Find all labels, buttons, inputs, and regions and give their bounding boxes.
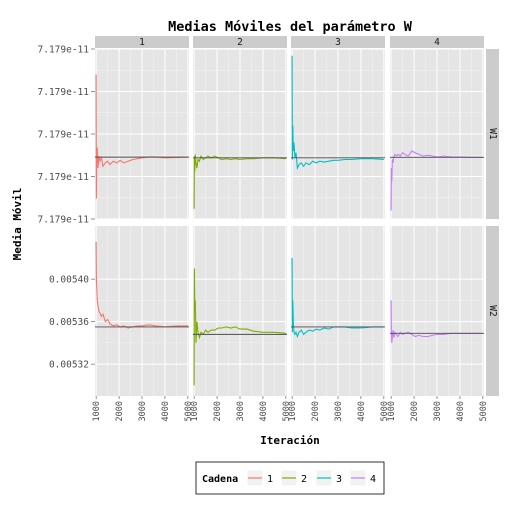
x-axis-title: Iteración: [260, 434, 320, 447]
x-tick-label: 4000: [456, 401, 466, 421]
x-tick-label: 2000: [213, 401, 223, 421]
x-tick-label: 4000: [259, 401, 269, 421]
panel-W1-1: [95, 48, 189, 220]
y-tick-label: 7.179e-11: [38, 87, 90, 98]
x-tick-label: 3000: [138, 401, 148, 421]
strip-label-row: W1: [487, 128, 498, 140]
x-tick-label: 2000: [410, 401, 420, 421]
legend-label-1: 1: [267, 474, 273, 485]
panel-W1-3: [291, 48, 385, 220]
panel-W1-4: [390, 48, 484, 220]
x-tick-label: 5000: [184, 401, 194, 421]
y-tick-label: 7.179e-11: [38, 215, 90, 226]
y-tick-label: 0.00540: [49, 275, 89, 286]
x-tick-label: 2000: [115, 401, 125, 421]
legend-label-2: 2: [301, 474, 307, 485]
x-tick-label: 1000: [92, 401, 102, 421]
strip-row-W2: [486, 226, 499, 396]
legend: Cadena 1 2 3 4: [195, 461, 385, 495]
y-tick-label: 7.179e-11: [38, 130, 90, 141]
strip-col-2: [193, 36, 287, 48]
series-line-3: [291, 55, 384, 171]
strip-label-row: W2: [487, 305, 498, 316]
panel-W2-1: [95, 226, 189, 396]
y-axis-title: Media Móvil: [11, 188, 24, 261]
x-tick-label: 4000: [357, 401, 367, 421]
series-line-2: [193, 268, 286, 386]
x-tick-label: 5000: [479, 401, 489, 421]
strip-col-1: [95, 36, 189, 48]
y-tick-label: 7.179e-11: [38, 172, 90, 183]
panel-W2-2: [193, 226, 287, 396]
strip-label-col: 1: [139, 37, 145, 48]
panel-W2-4: [390, 226, 484, 396]
x-tick-label: 5000: [380, 401, 390, 421]
y-tick-label: 0.00532: [49, 360, 89, 371]
series-line-4: [390, 150, 483, 211]
y-tick-label: 7.179e-11: [38, 45, 90, 56]
x-tick-label: 1000: [288, 401, 298, 421]
strip-col-3: [291, 36, 385, 48]
legend-label-3: 3: [336, 474, 342, 485]
strip-label-col: 2: [237, 37, 243, 48]
strip-label-col: 3: [335, 37, 341, 48]
x-tick-label: 3000: [433, 401, 443, 421]
strip-row-W1: [486, 49, 499, 219]
x-tick-label: 4000: [161, 401, 171, 421]
x-tick-label: 3000: [334, 401, 344, 421]
y-tick-label: 0.00536: [49, 317, 89, 328]
legend-title: Cadena: [202, 474, 238, 485]
x-tick-label: 1000: [190, 401, 200, 421]
series-line-4: [390, 300, 483, 343]
series-line-1: [95, 241, 188, 329]
x-tick-label: 5000: [282, 401, 292, 421]
x-tick-label: 3000: [236, 401, 246, 421]
chart-title: Medias Móviles del parámetro W: [168, 19, 413, 35]
x-tick-label: 2000: [311, 401, 321, 421]
panel-W2-3: [291, 226, 385, 396]
x-tick-label: 1000: [387, 401, 397, 421]
strip-label-col: 4: [434, 37, 440, 48]
legend-label-4: 4: [370, 474, 376, 485]
strip-col-4: [390, 36, 484, 48]
panel-W1-2: [193, 48, 287, 220]
